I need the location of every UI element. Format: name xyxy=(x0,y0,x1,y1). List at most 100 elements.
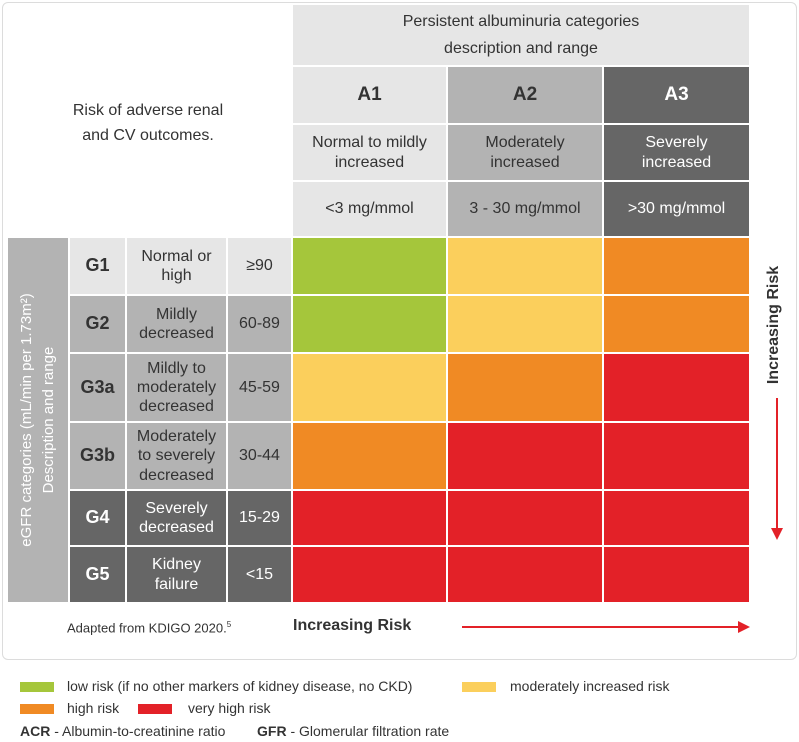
risk-cell-g1-a1 xyxy=(293,238,446,294)
abbr-gfr: GFR - Glomerular filtration rate xyxy=(257,723,449,739)
vertical-increasing-risk: Increasing Risk xyxy=(765,265,782,385)
abbr-gfr-code: GFR xyxy=(257,723,287,739)
gfr-desc-line: Kidney xyxy=(152,556,201,574)
egfr-axis-line2: Description and range xyxy=(39,346,57,494)
gfr-desc-line: decreased xyxy=(139,398,214,416)
abbr-acr: ACR - Albumin-to-creatinine ratio xyxy=(20,723,225,739)
albuminuria-a2-code: A2 xyxy=(448,67,602,123)
adapted-sup: 5 xyxy=(226,620,232,629)
gfr-desc-line: moderately xyxy=(136,378,217,396)
gfr-g5-desc: Kidney failure xyxy=(127,547,226,602)
gfr-range: 15-29 xyxy=(239,509,280,527)
gfr-g5-code: G5 xyxy=(70,547,125,602)
gfr-g3a-code: G3a xyxy=(70,354,125,421)
gfr-range: 45-59 xyxy=(239,378,280,396)
albuminuria-desc-line1: Normal to mildly xyxy=(312,134,427,152)
gfr-desc-line: to severely xyxy=(137,447,216,465)
egfr-axis-line1: eGFR categories (mL/min per 1.73m²) xyxy=(18,293,35,547)
albuminuria-a1-range: <3 mg/mmol xyxy=(293,182,446,236)
risk-cell-g3a-a1 xyxy=(293,354,446,421)
risk-cell-g4-a2 xyxy=(448,491,602,545)
gfr-g4-code: G4 xyxy=(70,491,125,545)
gfr-g4-desc: Severely decreased xyxy=(127,491,226,545)
gfr-desc-line: Moderately xyxy=(136,428,217,446)
down-arrow-icon xyxy=(771,398,783,540)
abbr-gfr-text: - Glomerular filtration rate xyxy=(286,723,450,739)
gfr-g1-code: G1 xyxy=(70,238,125,294)
risk-outcomes-label: Risk of adverse renal and CV outcomes. xyxy=(10,65,286,181)
abbr-acr-text: - Albumin-to-creatinine ratio xyxy=(50,723,226,739)
albuminuria-code: A2 xyxy=(512,83,538,105)
right-arrow-icon xyxy=(462,621,750,633)
gfr-range: ≥90 xyxy=(246,257,273,275)
egfr-axis-label: eGFR categories (mL/min per 1.73m²) Desc… xyxy=(16,238,60,602)
risk-cell-g4-a3 xyxy=(604,491,749,545)
risk-cell-g3b-a2 xyxy=(448,423,602,489)
gfr-g3a-range: 45-59 xyxy=(228,354,291,421)
legend-low: low risk (if no other markers of kidney … xyxy=(67,678,413,694)
risk-cell-g2-a2 xyxy=(448,296,602,352)
legend-high: high risk xyxy=(67,700,120,716)
gfr-desc-line: high xyxy=(161,267,192,284)
gfr-code: G4 xyxy=(85,507,110,528)
legend-swatch-low xyxy=(20,682,54,692)
legend-very-high: very high risk xyxy=(188,700,271,716)
gfr-g2-range: 60-89 xyxy=(228,296,291,352)
gfr-code: G3b xyxy=(79,445,115,466)
albuminuria-code: A3 xyxy=(664,83,689,105)
gfr-range: <15 xyxy=(245,565,274,583)
gfr-g3a-desc: Mildly to moderately decreased xyxy=(127,354,226,421)
gfr-desc-line: Mildly xyxy=(156,305,197,323)
adapted-text: Adapted from KDIGO 2020. xyxy=(67,620,227,636)
gfr-desc-line: Mildly to xyxy=(147,359,206,377)
albuminuria-desc-line2: increased xyxy=(334,153,405,171)
albuminuria-a2-desc: Moderately increased xyxy=(448,125,602,180)
albuminuria-title-line2: description and range xyxy=(444,39,598,57)
risk-cell-g3b-a1 xyxy=(293,423,446,489)
risk-cell-g5-a2 xyxy=(448,547,602,602)
gfr-desc-line: decreased xyxy=(139,466,214,484)
gfr-g2-code: G2 xyxy=(70,296,125,352)
adapted-from-note: Adapted from KDIGO 2020.5 xyxy=(67,620,231,635)
gfr-desc-line: Normal or xyxy=(141,247,212,265)
legend-swatch-high xyxy=(20,704,54,714)
albuminuria-a3-code: A3 xyxy=(604,67,749,123)
albuminuria-desc-line1: Moderately xyxy=(485,134,565,152)
albuminuria-desc-line2: increased xyxy=(641,153,712,171)
abbr-acr-code: ACR xyxy=(20,723,51,739)
risk-cell-g5-a1 xyxy=(293,547,446,602)
horizontal-increasing-risk: Increasing Risk xyxy=(293,617,412,634)
gfr-code: G5 xyxy=(85,563,110,584)
gfr-g2-desc: Mildly decreased xyxy=(127,296,226,352)
gfr-code: G1 xyxy=(85,255,110,276)
gfr-code: G2 xyxy=(85,313,110,334)
albuminuria-header: Persistent albuminuria categories descri… xyxy=(293,5,749,65)
risk-cell-g1-a3 xyxy=(604,238,749,294)
albuminuria-desc-line2: increased xyxy=(490,153,560,171)
risk-cell-g5-a3 xyxy=(604,547,749,602)
gfr-g5-range: <15 xyxy=(228,547,291,602)
gfr-g1-desc: Normal or high xyxy=(127,238,226,294)
albuminuria-a3-range: >30 mg/mmol xyxy=(604,182,749,236)
risk-cell-g1-a2 xyxy=(448,238,602,294)
risk-label-line2: and CV outcomes. xyxy=(82,127,214,144)
risk-cell-g3b-a3 xyxy=(604,423,749,489)
albuminuria-a1-code: A1 xyxy=(293,67,446,123)
risk-cell-g2-a1 xyxy=(293,296,446,352)
albuminuria-desc-line1: Severely xyxy=(645,134,708,152)
gfr-code: G3a xyxy=(80,376,115,397)
gfr-g1-range: ≥90 xyxy=(228,238,291,294)
albuminuria-range: <3 mg/mmol xyxy=(325,200,414,218)
gfr-g3b-range: 30-44 xyxy=(228,423,291,489)
risk-label-line1: Risk of adverse renal xyxy=(72,101,224,119)
gfr-range: 60-89 xyxy=(239,315,280,333)
risk-cell-g2-a3 xyxy=(604,296,749,352)
gfr-desc-line: Severely xyxy=(145,499,208,517)
gfr-desc-line: decreased xyxy=(139,519,214,536)
risk-cell-g4-a1 xyxy=(293,491,446,545)
albuminuria-a2-range: 3 - 30 mg/mmol xyxy=(448,182,602,236)
gfr-g4-range: 15-29 xyxy=(228,491,291,545)
gfr-desc-line: decreased xyxy=(139,325,214,342)
risk-cell-g3a-a2 xyxy=(448,354,602,421)
gfr-g3b-code: G3b xyxy=(70,423,125,489)
